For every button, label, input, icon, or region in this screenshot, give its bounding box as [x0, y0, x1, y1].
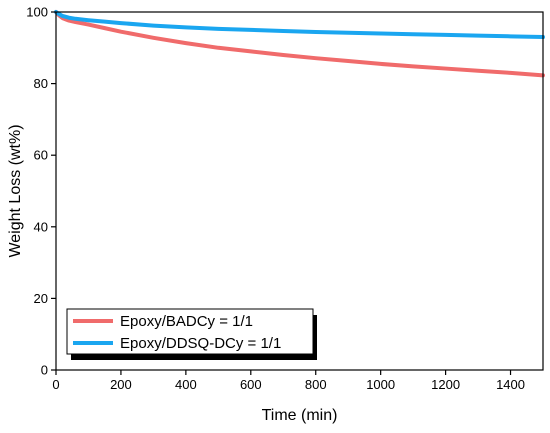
- x-tick-label: 800: [305, 377, 327, 392]
- x-tick-label: 200: [110, 377, 132, 392]
- x-tick-label: 400: [175, 377, 197, 392]
- y-tick-label: 20: [34, 291, 48, 306]
- legend: Epoxy/BADCy = 1/1 Epoxy/DDSQ-DCy = 1/1: [66, 308, 317, 360]
- x-tick-label: 600: [240, 377, 262, 392]
- y-tick-label: 40: [34, 219, 48, 234]
- legend-label-1: Epoxy/BADCy = 1/1: [120, 313, 253, 330]
- y-axis-title: Weight Loss (wt%): [7, 124, 24, 257]
- x-tick-label: 1000: [366, 377, 395, 392]
- series-line-1: [54, 10, 545, 78]
- series-line-2: [54, 10, 545, 40]
- y-tick-label: 0: [41, 363, 48, 378]
- legend-label-2: Epoxy/DDSQ-DCy = 1/1: [120, 335, 281, 352]
- plot-frame: [55, 11, 544, 371]
- x-axis-title: Time (min): [262, 407, 338, 424]
- y-tick-label: 60: [34, 148, 48, 163]
- axis-ticks: 0 200 400 600 800 1000 1200 1400 0 20 40 60 80 100: [26, 5, 525, 393]
- x-tick-label: 0: [52, 377, 59, 392]
- y-tick-label: 100: [26, 5, 48, 20]
- x-tick-label: 1200: [431, 377, 460, 392]
- legend-box: [66, 308, 314, 355]
- plot-area: [54, 10, 545, 78]
- y-tick-label: 80: [34, 76, 48, 91]
- x-tick-label: 1400: [496, 377, 525, 392]
